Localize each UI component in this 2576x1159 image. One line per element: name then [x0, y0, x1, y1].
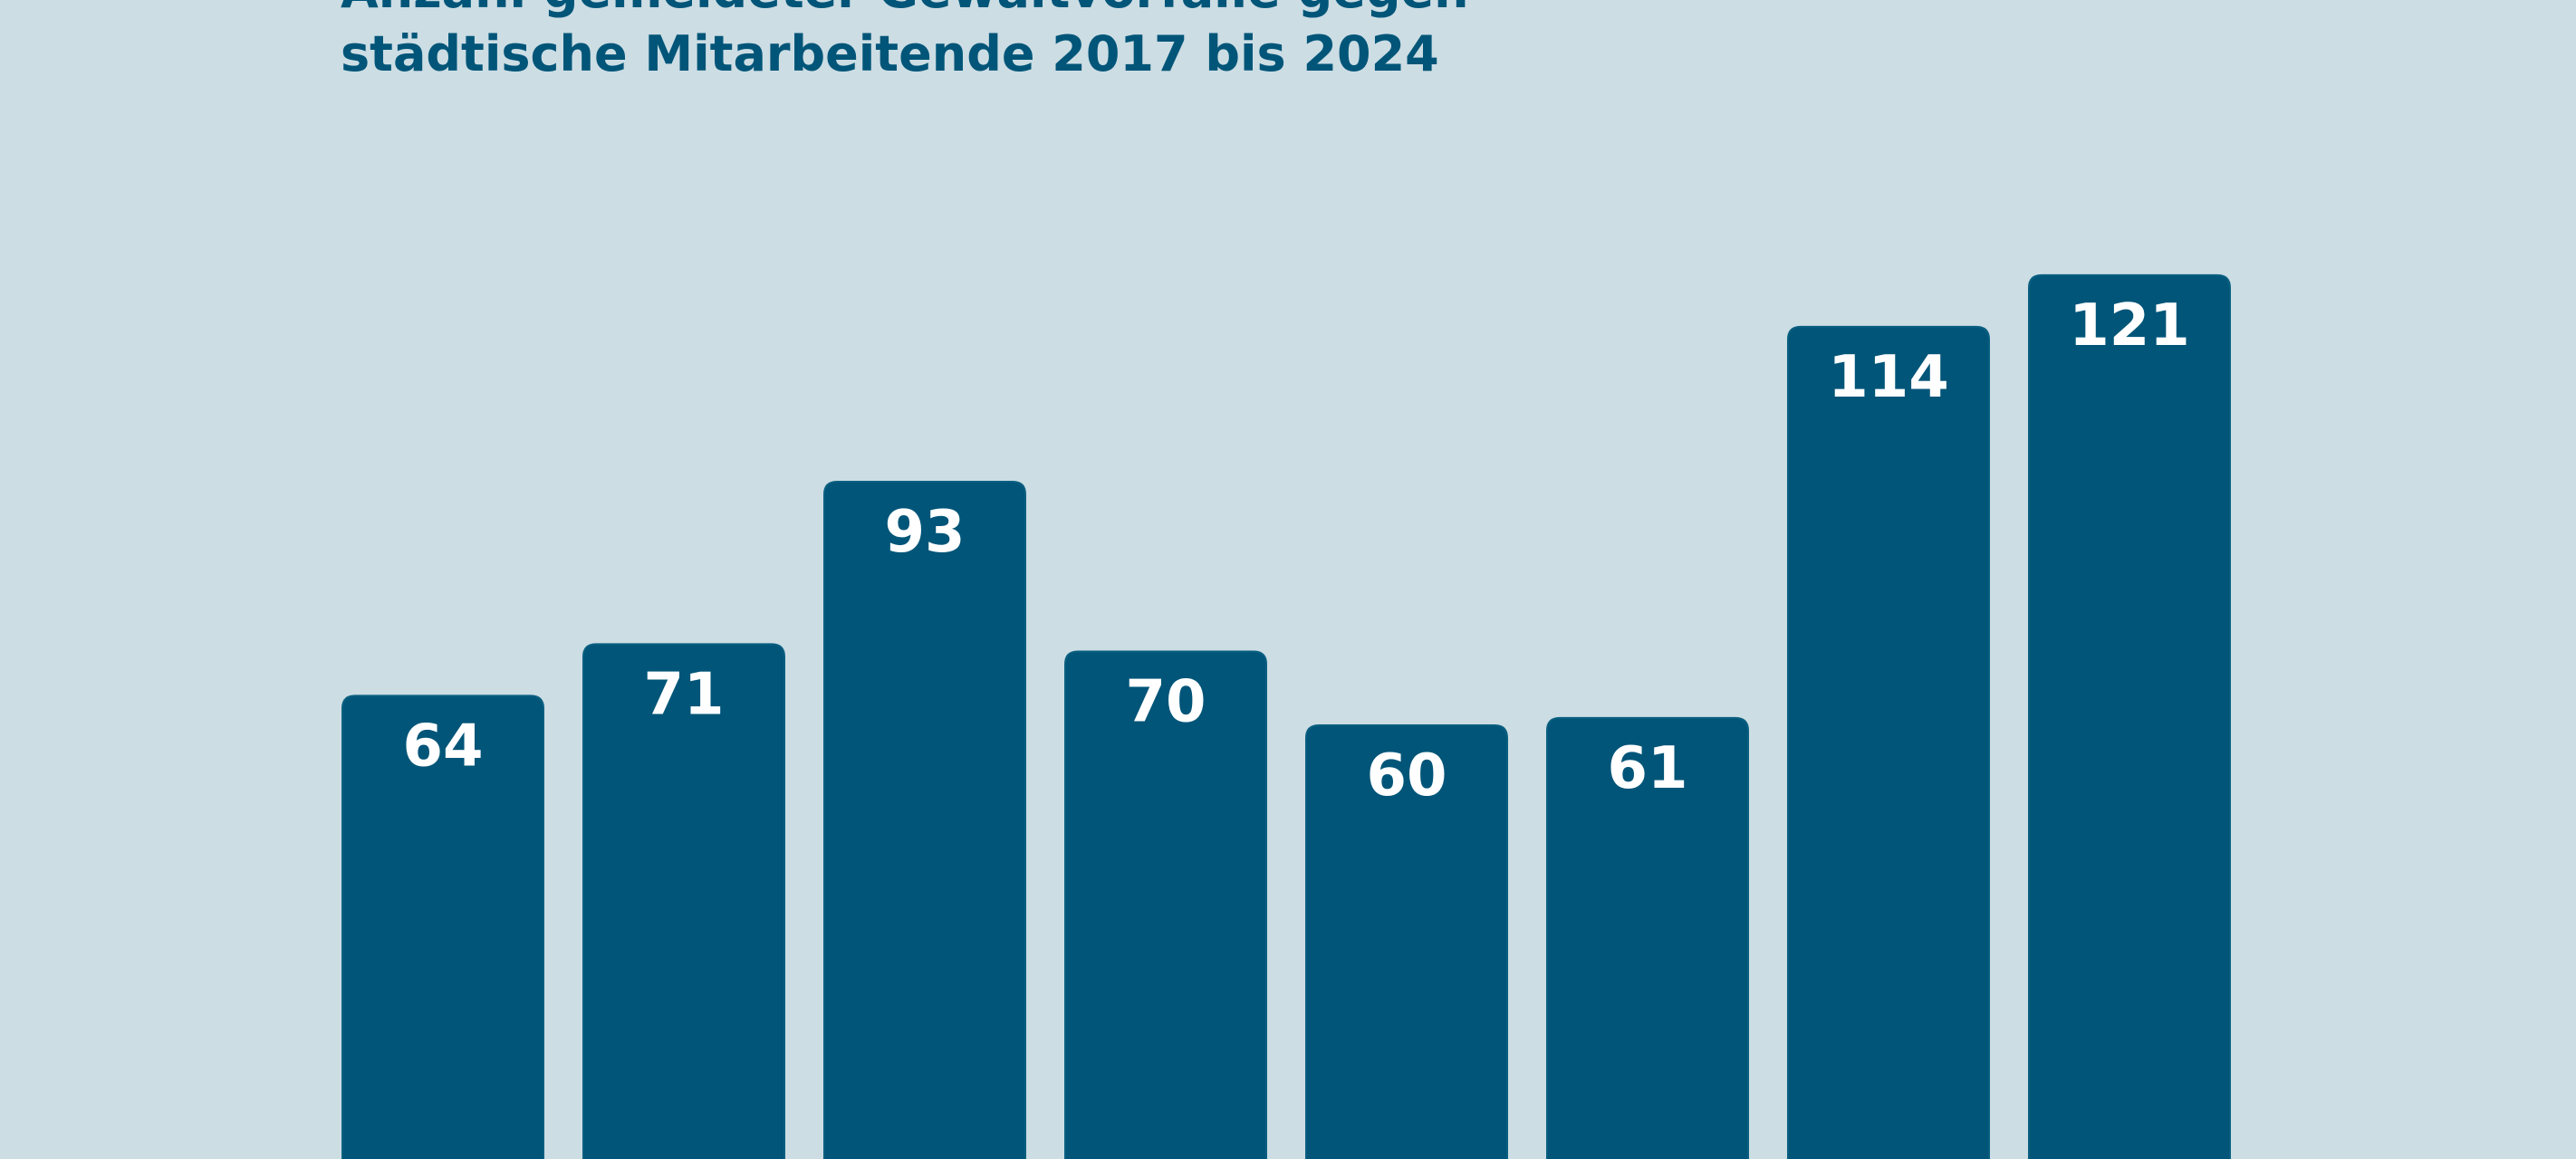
bar-2024: [2028, 273, 2231, 1159]
chart-title-line-1: Anzahl gemeldeter Gewaltvorfälle gegen: [341, 0, 1469, 19]
bar-2021: [1305, 724, 1508, 1159]
value-label-2017: 64: [402, 713, 483, 780]
bar-2020: [1064, 650, 1267, 1159]
bar-series: [341, 273, 2231, 1159]
bar-2019: [823, 481, 1026, 1159]
bar-2017: [341, 694, 544, 1159]
bar-2022: [1546, 716, 1749, 1159]
chart-title: Anzahl gemeldeter Gewaltvorfälle gegen s…: [341, 0, 1469, 82]
value-labels: 64 71 93 70 60 61 114 121: [402, 292, 2189, 809]
bar-2018: [582, 643, 785, 1159]
value-label-2019: 93: [884, 499, 965, 566]
value-label-2024: 121: [2069, 292, 2190, 359]
value-label-2018: 71: [643, 661, 724, 728]
value-label-2021: 60: [1366, 742, 1447, 809]
value-label-2023: 114: [1828, 344, 1949, 411]
value-label-2020: 70: [1125, 669, 1206, 736]
bar-2023: [1787, 325, 1990, 1159]
chart-title-line-2: städtische Mitarbeitende 2017 bis 2024: [341, 25, 1439, 82]
value-label-2022: 61: [1607, 735, 1687, 802]
